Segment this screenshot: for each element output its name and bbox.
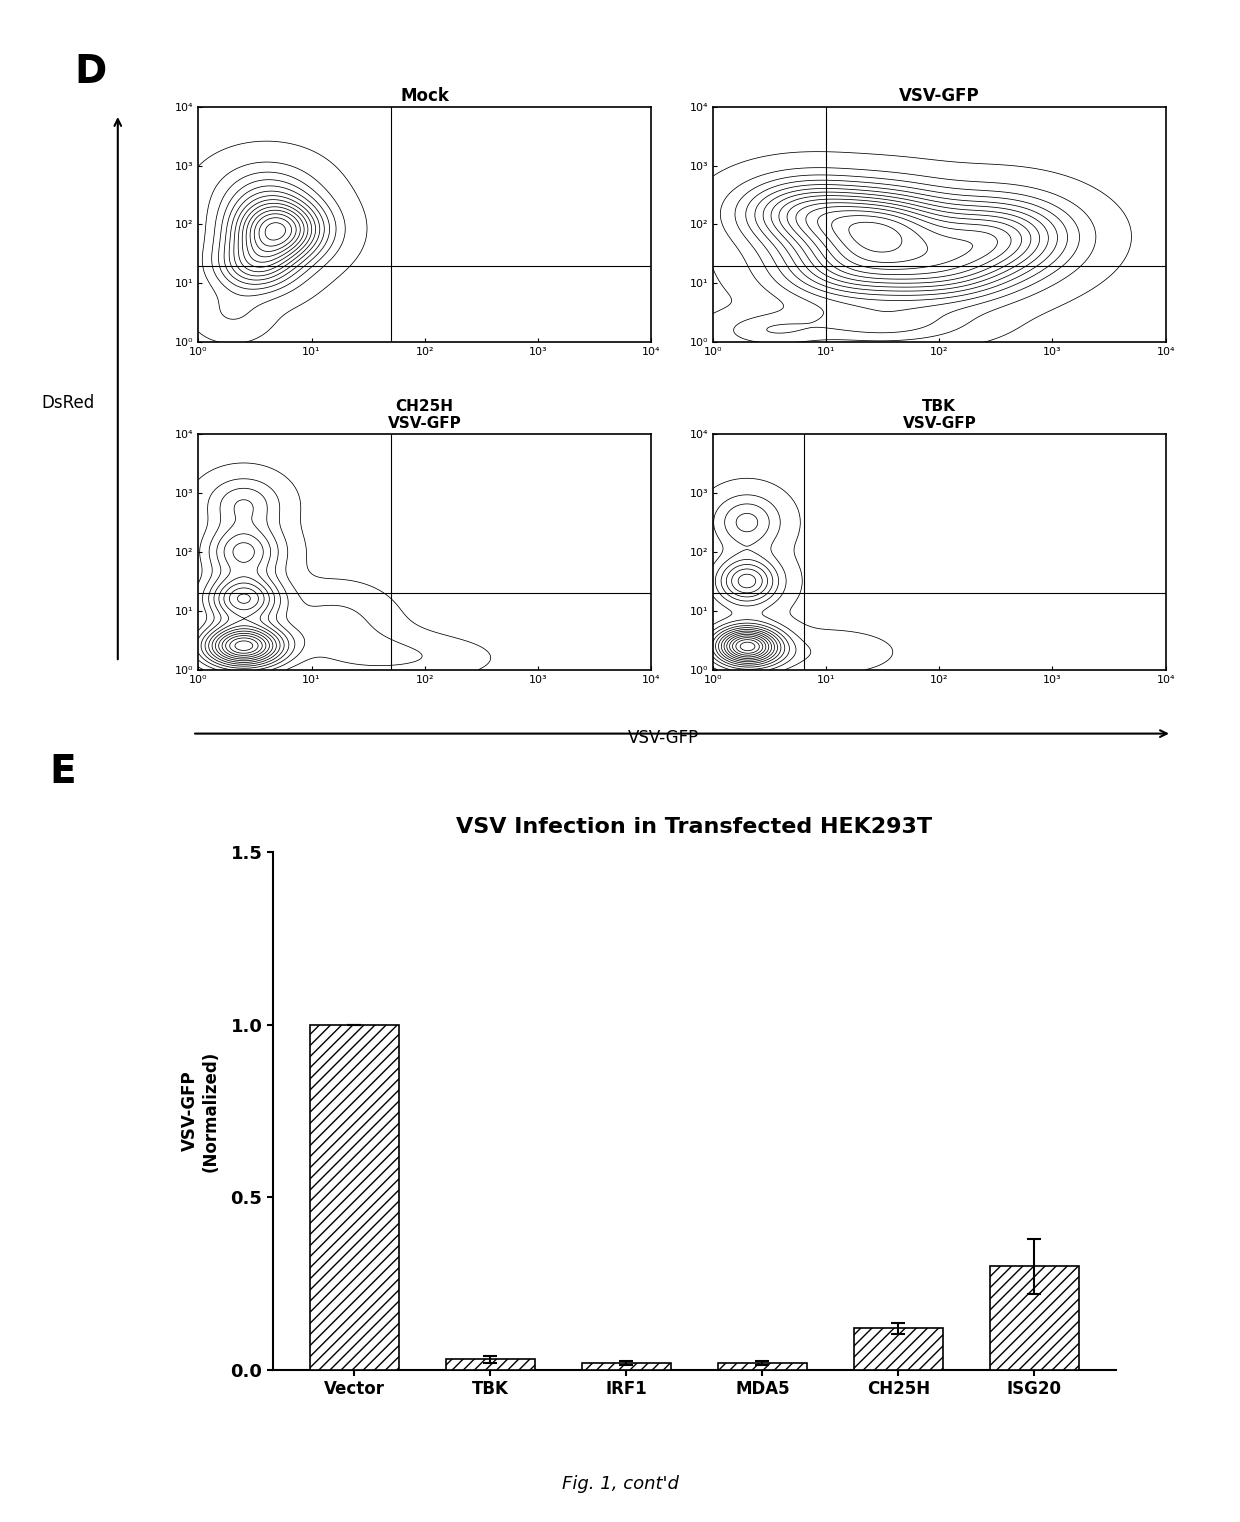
Bar [446,1359,534,1370]
Bar [854,1329,942,1370]
Bar [718,1362,806,1370]
Bar [310,1024,398,1370]
Text: DsRed: DsRed [42,394,94,412]
Bar [991,1266,1079,1370]
Title: VSV Infection in Transfected HEK293T: VSV Infection in Transfected HEK293T [456,817,932,837]
Title: TBK
VSV-GFP: TBK VSV-GFP [903,399,976,431]
Text: E: E [50,753,76,791]
Text: VSV-GFP: VSV-GFP [627,729,699,747]
Text: Fig. 1, cont'd: Fig. 1, cont'd [562,1475,678,1493]
Bar [583,1362,671,1370]
Y-axis label: VSV-GFP
(Normalized): VSV-GFP (Normalized) [181,1050,219,1172]
Title: CH25H
VSV-GFP: CH25H VSV-GFP [388,399,461,431]
Text: D: D [74,53,107,91]
Title: VSV-GFP: VSV-GFP [899,87,980,105]
Title: Mock: Mock [401,87,449,105]
